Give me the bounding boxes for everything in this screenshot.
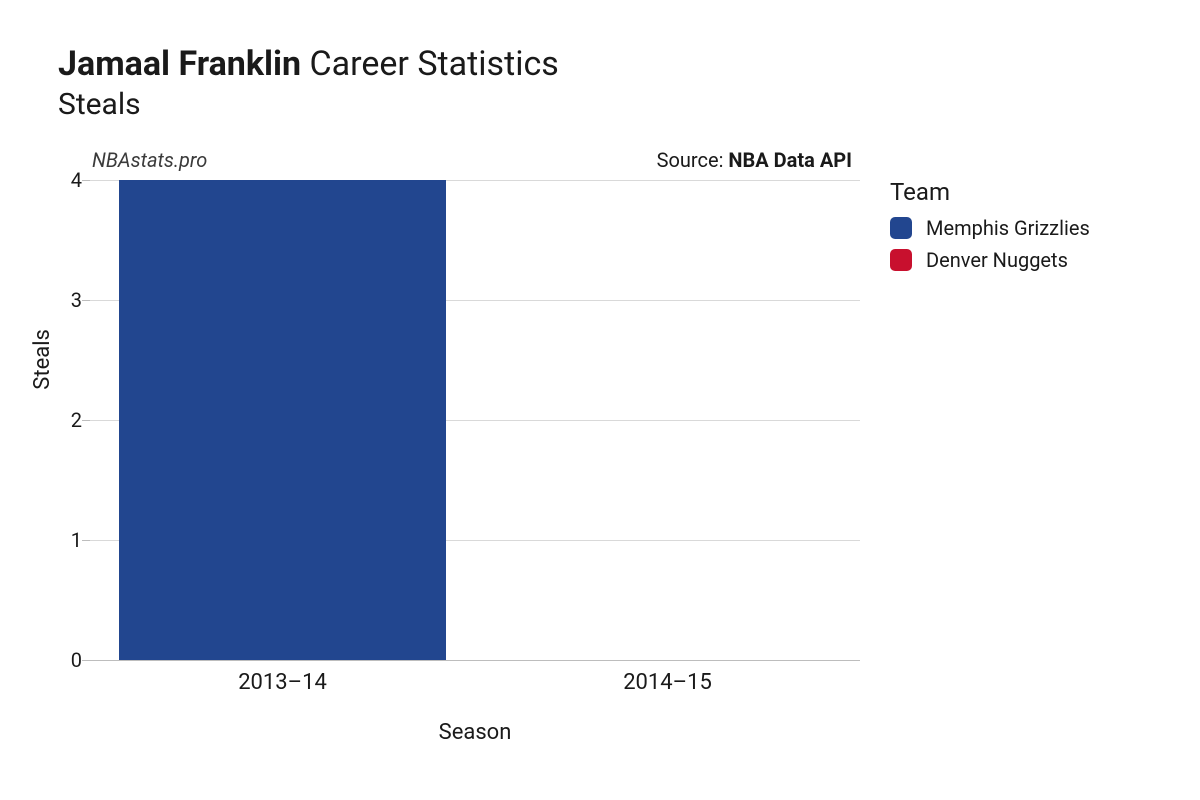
x-axis-label: Season [90, 720, 860, 745]
legend-label: Memphis Grizzlies [926, 216, 1090, 240]
ytick-label: 3 [42, 288, 82, 312]
bar [119, 180, 446, 660]
source-value: NBA Data API [728, 148, 852, 172]
xtick-label: 2013–14 [238, 670, 327, 695]
gridline [90, 660, 860, 661]
source-attribution: Source: NBA Data API [657, 148, 852, 172]
ytick-label: 4 [42, 168, 82, 192]
ytick-mark [82, 660, 90, 661]
ytick-label: 2 [42, 408, 82, 432]
title-suffix: Career Statistics [301, 44, 559, 84]
legend-label: Denver Nuggets [926, 248, 1068, 272]
title-player-name: Jamaal Franklin [58, 44, 301, 84]
ytick-mark [82, 300, 90, 301]
chart-plot-area: 012342013–142014–15 [90, 180, 860, 660]
legend-swatch [890, 217, 912, 239]
ytick-label: 1 [42, 528, 82, 552]
source-label: Source: [657, 148, 729, 172]
ytick-mark [82, 180, 90, 181]
xtick-label: 2014–15 [623, 670, 712, 695]
chart-title-block: Jamaal Franklin Career Statistics Steals [58, 44, 559, 122]
watermark: NBAstats.pro [92, 148, 207, 172]
ytick-label: 0 [42, 648, 82, 672]
chart-title: Jamaal Franklin Career Statistics [58, 44, 559, 85]
legend-title: Team [890, 178, 1090, 206]
legend-item: Memphis Grizzlies [890, 216, 1090, 240]
chart-subtitle: Steals [58, 87, 559, 122]
ytick-mark [82, 420, 90, 421]
legend-item: Denver Nuggets [890, 248, 1090, 272]
ytick-mark [82, 540, 90, 541]
legend-swatch [890, 249, 912, 271]
y-axis-label: Steals [30, 329, 55, 390]
legend: Team Memphis Grizzlies Denver Nuggets [890, 178, 1090, 280]
